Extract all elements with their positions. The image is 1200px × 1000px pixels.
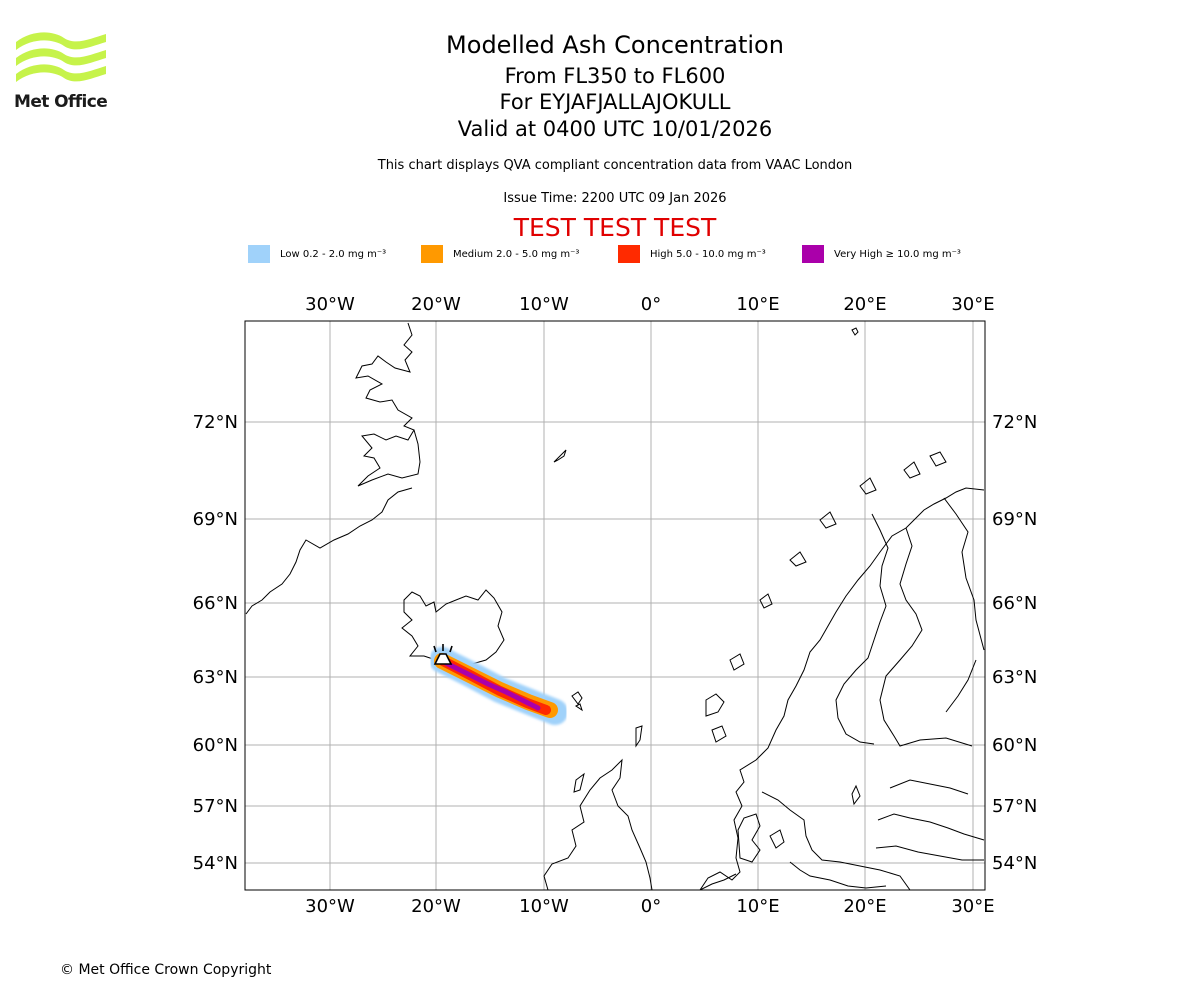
legend-item-medium: Medium 2.0 - 5.0 mg m⁻³: [421, 244, 579, 264]
finland-border: [943, 497, 985, 713]
title-line-1: Modelled Ash Concentration: [446, 31, 784, 59]
baltic-coast: [761, 791, 911, 890]
issue-time: Issue Time: 2200 UTC 09 Jan 2026: [503, 191, 727, 206]
lat-tick-right-54n: 54°N: [992, 853, 1037, 874]
lon-tick-bottom-10w: 10°W: [519, 896, 569, 917]
met-office-logo-text: Met Office: [14, 92, 108, 112]
hebrides-coast: [573, 772, 585, 793]
lon-tick-bottom-30w: 30°W: [305, 896, 355, 917]
lon-tick-bottom-0: 0°: [641, 896, 661, 917]
lon-tick-bottom-10e: 10°E: [736, 896, 779, 917]
faroe-coast: [571, 691, 583, 712]
jan-mayen-coast: [553, 449, 567, 463]
shetland-coast: [635, 725, 643, 748]
lon-tick-bottom-20w: 20°W: [411, 896, 461, 917]
lon-tick-top-30e: 30°E: [951, 294, 994, 315]
title-line-4: Valid at 0400 UTC 10/01/2026: [457, 117, 773, 141]
svalbard-coast: [851, 327, 859, 336]
ash-plume: [429, 647, 568, 725]
gotland-coast: [851, 784, 861, 806]
legend-label-low: Low 0.2 - 2.0 mg m⁻³: [280, 248, 387, 260]
test-banner: TEST TEST TEST: [513, 213, 717, 242]
denmark-coast: [737, 813, 785, 863]
lon-tick-top-20e: 20°E: [843, 294, 886, 315]
lat-tick-left-54n: 54°N: [193, 853, 238, 874]
lat-tick-right-66n: 66°N: [992, 593, 1037, 614]
gulf-of-bothnia-coast: [879, 527, 973, 747]
legend-label-medium: Medium 2.0 - 5.0 mg m⁻³: [453, 248, 580, 260]
map-gridlines: [245, 321, 985, 890]
lon-tick-top-10e: 10°E: [736, 294, 779, 315]
baltic-states-coast: [875, 779, 985, 861]
lon-tick-bottom-30e: 30°E: [951, 896, 994, 917]
copyright: © Met Office Crown Copyright: [60, 962, 272, 978]
lat-tick-left-66n: 66°N: [193, 593, 238, 614]
lat-tick-left-63n: 63°N: [193, 667, 238, 688]
lat-tick-right-69n: 69°N: [992, 509, 1037, 530]
latitude-labels-left: 72°N 69°N 66°N 63°N 60°N 57°N 54°N: [193, 412, 238, 874]
lat-tick-right-63n: 63°N: [992, 667, 1037, 688]
chart-description: This chart displays QVA compliant concen…: [377, 158, 853, 173]
lat-tick-right-60n: 60°N: [992, 735, 1037, 756]
lat-tick-left-60n: 60°N: [193, 735, 238, 756]
legend-item-high: High 5.0 - 10.0 mg m⁻³: [618, 244, 766, 264]
legend-label-high: High 5.0 - 10.0 mg m⁻³: [650, 248, 766, 260]
norway-coast: [699, 487, 985, 890]
lat-tick-left-69n: 69°N: [193, 509, 238, 530]
iceland-coast: [401, 589, 505, 665]
legend-swatch-high: [618, 245, 640, 263]
legend-item-very-high: Very High ≥ 10.0 mg m⁻³: [802, 244, 961, 264]
legend-item-low: Low 0.2 - 2.0 mg m⁻³: [248, 244, 386, 264]
greenland-coast: [245, 322, 421, 615]
plume-very-high: [443, 660, 541, 711]
lat-tick-left-57n: 57°N: [193, 796, 238, 817]
legend-swatch-medium: [421, 245, 443, 263]
lon-tick-top-0: 0°: [641, 294, 661, 315]
title-line-2: From FL350 to FL600: [504, 64, 726, 88]
longitude-labels-top: 30°W 20°W 10°W 0° 10°E 20°E 30°E: [305, 294, 994, 315]
lon-tick-top-30w: 30°W: [305, 294, 355, 315]
sweden-border: [835, 513, 889, 745]
lon-tick-bottom-20e: 20°E: [843, 896, 886, 917]
title-line-3: For EYJAFJALLAJOKULL: [499, 90, 731, 114]
lat-tick-left-72n: 72°N: [193, 412, 238, 433]
lat-tick-right-57n: 57°N: [992, 796, 1037, 817]
lon-tick-top-10w: 10°W: [519, 294, 569, 315]
volcano-marker-icon: [433, 644, 453, 665]
longitude-labels-bottom: 30°W 20°W 10°W 0° 10°E 20°E 30°E: [305, 896, 994, 917]
latitude-labels-right: 72°N 69°N 66°N 63°N 60°N 57°N 54°N: [992, 412, 1037, 874]
lon-tick-top-20w: 20°W: [411, 294, 461, 315]
met-office-logo-icon: [16, 32, 106, 82]
legend-swatch-very-high: [802, 245, 824, 263]
map-frame: [244, 320, 986, 891]
germany-coast: [699, 861, 887, 890]
coastlines: [245, 322, 985, 890]
lat-tick-right-72n: 72°N: [992, 412, 1037, 433]
norway-fjords: [705, 451, 947, 743]
scotland-coast: [543, 758, 653, 890]
legend-label-very-high: Very High ≥ 10.0 mg m⁻³: [834, 248, 961, 260]
legend-swatch-low: [248, 245, 270, 263]
